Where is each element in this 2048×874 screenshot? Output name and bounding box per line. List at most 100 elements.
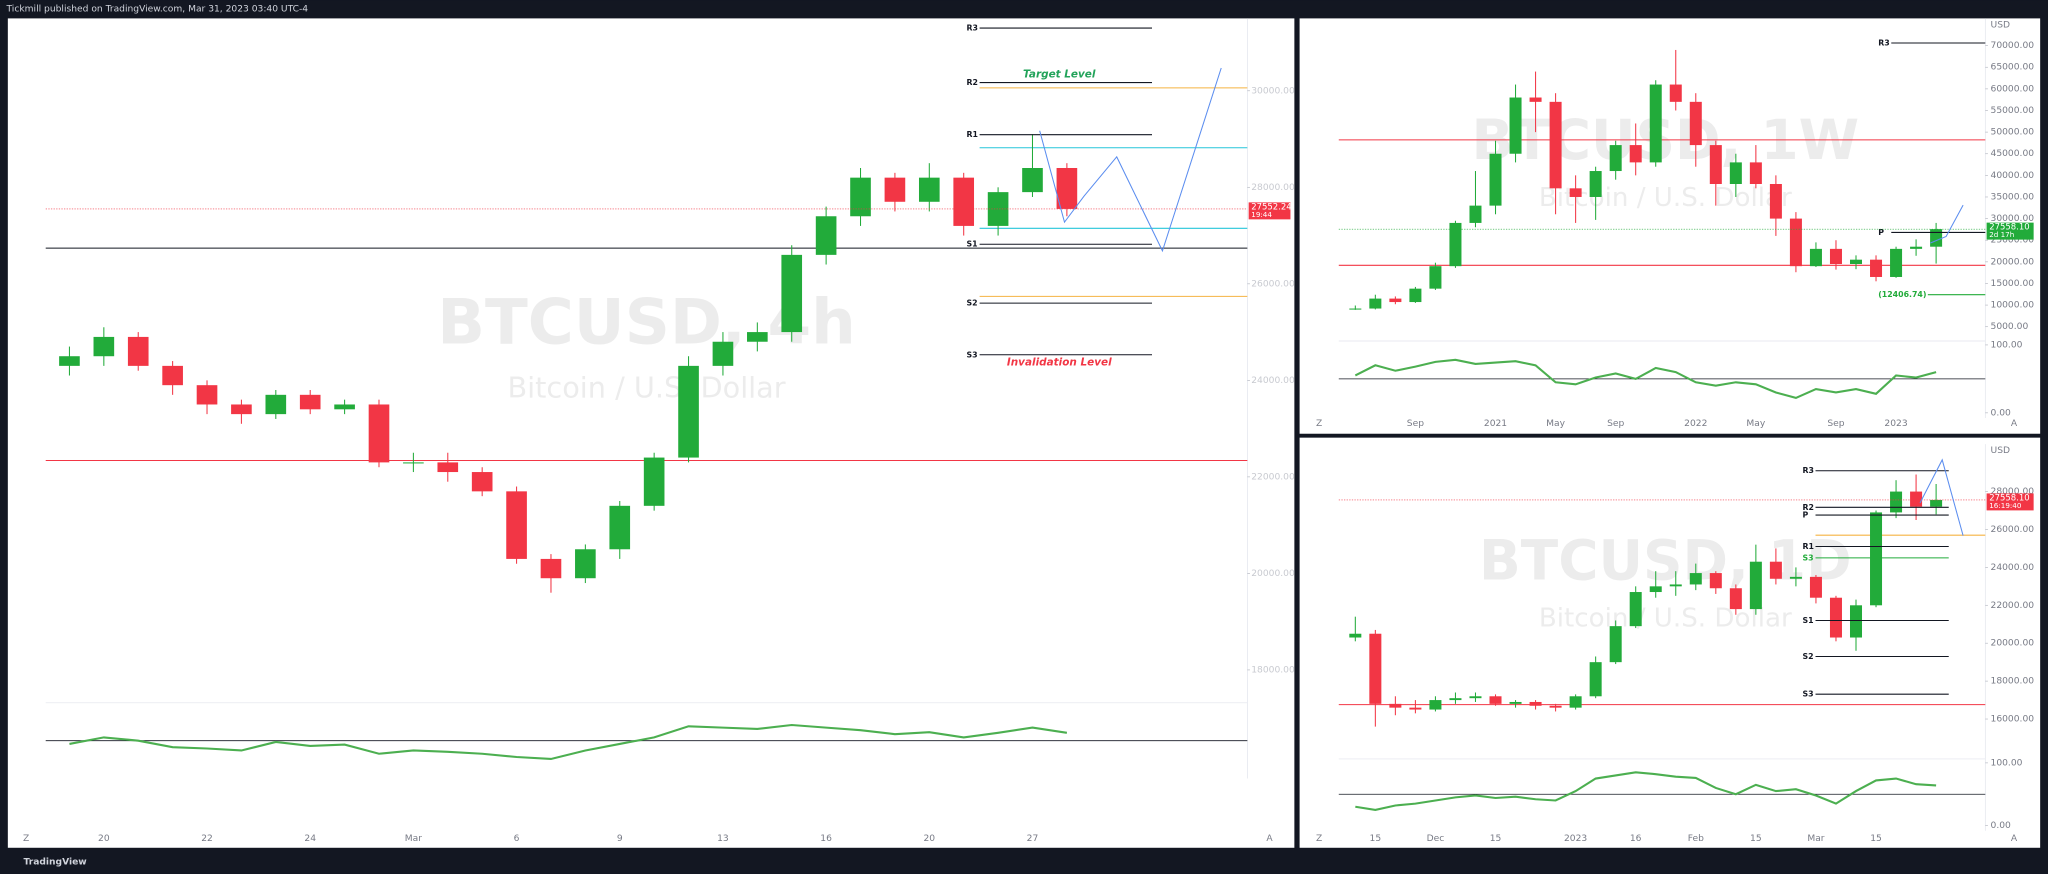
candle-body bbox=[1469, 696, 1482, 699]
candle-body bbox=[1709, 573, 1722, 589]
candle-body bbox=[1369, 633, 1382, 704]
candle-body bbox=[1629, 145, 1642, 163]
candle-body bbox=[1849, 605, 1863, 638]
x-tick-label: 16 bbox=[1630, 834, 1642, 844]
x-tick-label: 2023 bbox=[1564, 834, 1587, 844]
level-note: Target Level bbox=[1023, 69, 1096, 81]
last-price-label: 27558.10 bbox=[1989, 222, 2029, 232]
countdown: 16:19:40 bbox=[1989, 501, 2022, 510]
candle-body bbox=[1629, 592, 1642, 627]
candle-body bbox=[1669, 84, 1682, 102]
candle-body bbox=[299, 394, 321, 410]
indicator-tick-label: 0.00 bbox=[1991, 408, 2012, 418]
x-tick-label: May bbox=[1746, 419, 1765, 429]
indicator-tick-label: 0.00 bbox=[1991, 821, 2012, 831]
projection-drawing bbox=[1039, 67, 1222, 253]
candle-body bbox=[540, 558, 562, 579]
candle-body bbox=[403, 462, 424, 464]
y-tick-label: 70000.00 bbox=[1991, 41, 2035, 51]
y-tick-label: 24000.00 bbox=[1991, 563, 2035, 573]
pivot-label: S2 bbox=[1802, 652, 1813, 661]
x-tick-label: Dec bbox=[1427, 834, 1445, 844]
candle-body bbox=[1769, 184, 1782, 219]
candle-body bbox=[1469, 205, 1482, 223]
scale-button[interactable]: Z bbox=[1316, 834, 1322, 844]
x-tick-label: 27 bbox=[1027, 834, 1039, 844]
scale-button[interactable]: A bbox=[2011, 834, 2018, 844]
watermark-title: BTCUSD, 1D bbox=[1479, 528, 1852, 592]
scale-button[interactable]: A bbox=[2011, 419, 2018, 429]
candle-body bbox=[1910, 246, 1923, 249]
x-tick-label: 2021 bbox=[1484, 419, 1507, 429]
candle-body bbox=[1589, 171, 1602, 197]
candle-body bbox=[1809, 248, 1822, 267]
pivot-label: P bbox=[1878, 228, 1884, 237]
x-tick-label: 13 bbox=[717, 834, 729, 844]
candle-body bbox=[1649, 586, 1662, 593]
candle-body bbox=[1509, 97, 1522, 154]
candle-body bbox=[643, 457, 665, 506]
candle-body bbox=[850, 177, 871, 217]
candle-body bbox=[1689, 101, 1702, 146]
x-tick-label: May bbox=[1546, 419, 1565, 429]
candle-body bbox=[1349, 308, 1362, 310]
candle-body bbox=[1729, 162, 1742, 185]
candle-body bbox=[1489, 696, 1502, 704]
pivot-label: R2 bbox=[967, 78, 978, 87]
watermark-subtitle: Bitcoin / U.S. Dollar bbox=[1539, 183, 1792, 213]
last-price-tag bbox=[1986, 222, 2034, 240]
x-tick-label: Sep bbox=[1607, 419, 1624, 429]
scale-button[interactable]: Z bbox=[23, 834, 29, 844]
candle-body bbox=[1369, 298, 1382, 309]
y-tick-label: 45000.00 bbox=[1991, 149, 2035, 159]
indicator-tick-label: 100.00 bbox=[1991, 340, 2023, 350]
candle-body bbox=[1890, 248, 1903, 277]
pivot-label: S3 bbox=[967, 350, 978, 359]
candle-body bbox=[1489, 153, 1502, 206]
candle-body bbox=[1649, 84, 1662, 163]
panel bbox=[1299, 437, 2041, 848]
candle-body bbox=[987, 192, 1009, 226]
x-tick-label: Mar bbox=[405, 834, 422, 844]
candle-body bbox=[1749, 162, 1762, 185]
pivot-label: R3 bbox=[1878, 39, 1889, 48]
footer-brand: TradingView bbox=[24, 858, 88, 868]
y-tick-label: 10000.00 bbox=[1991, 301, 2035, 311]
y-tick-label: 30000.00 bbox=[1991, 214, 2035, 224]
candle-body bbox=[59, 356, 80, 366]
projection-drawing bbox=[1919, 458, 1964, 536]
x-tick-label: 9 bbox=[617, 834, 623, 844]
candle-body bbox=[575, 549, 596, 579]
candle-body bbox=[747, 332, 768, 342]
x-tick-label: 15 bbox=[1490, 834, 1502, 844]
watermark-subtitle: Bitcoin / U.S. Dollar bbox=[1539, 604, 1792, 634]
candle-body bbox=[1429, 700, 1442, 710]
currency: USD bbox=[1991, 446, 2011, 456]
candle-body bbox=[127, 336, 149, 366]
y-tick-label: 20000.00 bbox=[1251, 569, 1295, 579]
y-tick-label: 40000.00 bbox=[1991, 171, 2035, 181]
countdown: 2d 17h bbox=[1989, 230, 2014, 239]
y-tick-label: 20000.00 bbox=[1991, 257, 2035, 267]
candle-body bbox=[1056, 167, 1078, 209]
y-tick-label: 55000.00 bbox=[1991, 106, 2035, 116]
candle-body bbox=[93, 336, 115, 357]
pivot-label: S3 bbox=[1802, 690, 1813, 699]
candle-body bbox=[918, 177, 940, 202]
candle-body bbox=[1549, 101, 1562, 189]
candle-body bbox=[437, 462, 459, 473]
candle-body bbox=[815, 216, 837, 255]
candle-body bbox=[196, 385, 218, 405]
scale-button[interactable]: Z bbox=[1316, 419, 1322, 429]
x-tick-label: 6 bbox=[514, 834, 520, 844]
candle-body bbox=[1409, 707, 1422, 710]
x-tick-label: 22 bbox=[201, 834, 213, 844]
x-tick-label: 20 bbox=[923, 834, 935, 844]
panel bbox=[7, 18, 1295, 848]
candle-body bbox=[1529, 97, 1542, 102]
level-note: Invalidation Level bbox=[1007, 357, 1112, 369]
candle-body bbox=[678, 365, 699, 458]
scale-button[interactable]: A bbox=[1266, 834, 1273, 844]
